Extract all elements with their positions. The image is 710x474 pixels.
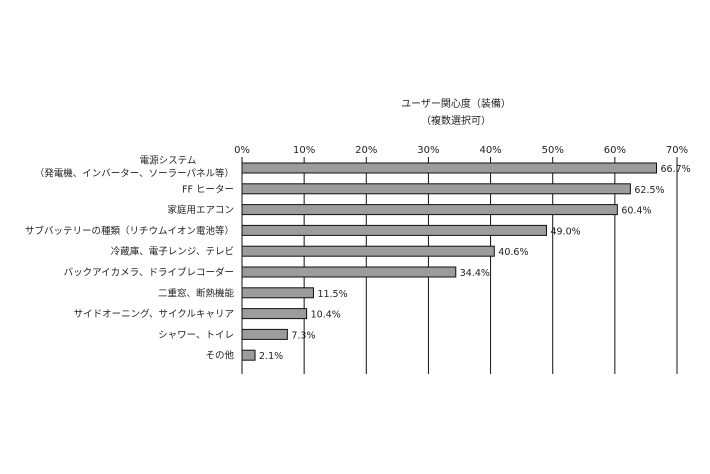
category-label: 家庭用エアコン <box>167 204 234 216</box>
category-label: その他 <box>205 350 234 362</box>
category-label: FF ヒーター <box>182 184 234 195</box>
chart-subtitle: （複数選択可） <box>421 114 491 127</box>
x-tick-label: 50% <box>542 145 564 156</box>
bar <box>241 308 308 320</box>
data-label: 7.3% <box>291 330 315 341</box>
bar <box>241 328 288 340</box>
category-labels: 電源システム（発電機、インバーター、ソーラーパネル等） FF ヒーター家庭用エアコ… <box>25 156 235 362</box>
data-label: 2.1% <box>259 351 283 362</box>
data-label: 60.4% <box>621 206 651 217</box>
bar <box>241 204 618 216</box>
bar <box>241 224 547 236</box>
x-tick-label: 10% <box>293 145 315 156</box>
data-label: 34.4% <box>460 268 490 279</box>
x-tick-label: 40% <box>479 145 501 156</box>
category-label: （発電機、インバーター、ソーラーパネル等） <box>35 168 234 180</box>
x-tick-label: 70% <box>666 145 688 156</box>
data-label: 10.4% <box>311 310 341 321</box>
x-tick-label: 30% <box>417 145 439 156</box>
chart-title: ユーザー関心度（装備） <box>401 97 511 110</box>
data-label: 40.6% <box>498 247 528 258</box>
category-label: 冷蔵庫、電子レンジ、テレビ <box>111 246 234 258</box>
data-label: 49.0% <box>551 226 581 237</box>
bars <box>241 162 657 361</box>
bar <box>241 245 495 257</box>
data-label: 66.7% <box>660 164 690 175</box>
category-label: 二重窓、断熱機能 <box>158 287 235 299</box>
bar <box>241 287 314 299</box>
category-label: サイドオーニング、サイクルキャリア <box>74 308 234 320</box>
x-tick-label: 60% <box>604 145 626 156</box>
bar <box>241 183 631 195</box>
data-label: 11.5% <box>317 289 347 300</box>
bar <box>241 349 256 361</box>
category-label: バックアイカメラ、ドライブレコーダー <box>64 267 234 279</box>
x-tick-label: 20% <box>355 145 377 156</box>
bar <box>241 266 457 278</box>
bar <box>241 162 657 174</box>
x-axis-ticks: 0% 10% 20% 30% 40% 50% 60% 70% <box>234 145 688 156</box>
category-label: 電源システム <box>140 156 197 167</box>
data-labels: 66.7% 62.5% 60.4% 49.0% 40.6% 34.4% 11.5% 10.4%… <box>259 164 691 362</box>
data-label: 62.5% <box>634 185 664 196</box>
x-tick-label: 0% <box>234 145 250 156</box>
category-label: シャワー、トイレ <box>158 330 234 341</box>
category-label: サブバッテリーの種類（リチウムイオン電池等） <box>25 225 234 237</box>
